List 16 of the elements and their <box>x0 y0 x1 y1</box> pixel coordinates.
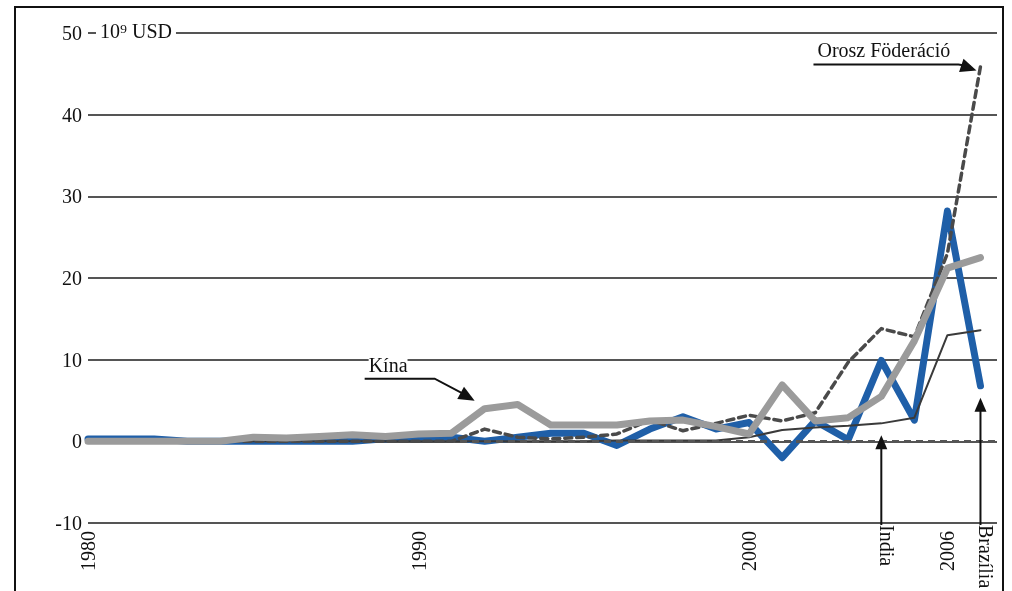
x-tick-label: 1980 <box>77 531 99 571</box>
series-label: Orosz Föderáció <box>817 39 951 62</box>
y-tick-label: 10 <box>62 348 82 371</box>
y-tick-label: 30 <box>62 185 82 208</box>
text: India <box>876 525 899 567</box>
x-tick-label: 1990 <box>407 531 430 571</box>
x-tick-label: 2006 <box>936 531 959 571</box>
y-axis-title: 10⁹ USD <box>100 20 172 42</box>
y-tick-label: 20 <box>62 267 82 289</box>
text: Brazília <box>975 525 998 589</box>
y-tick-label: 50 <box>62 22 82 44</box>
text: Kína <box>368 353 408 376</box>
y-tick-label: -10 <box>55 512 82 534</box>
y-tick-label: 0 <box>72 430 82 453</box>
y-tick-label: 40 <box>62 103 82 126</box>
x-tick-label: 2000 <box>738 531 761 571</box>
